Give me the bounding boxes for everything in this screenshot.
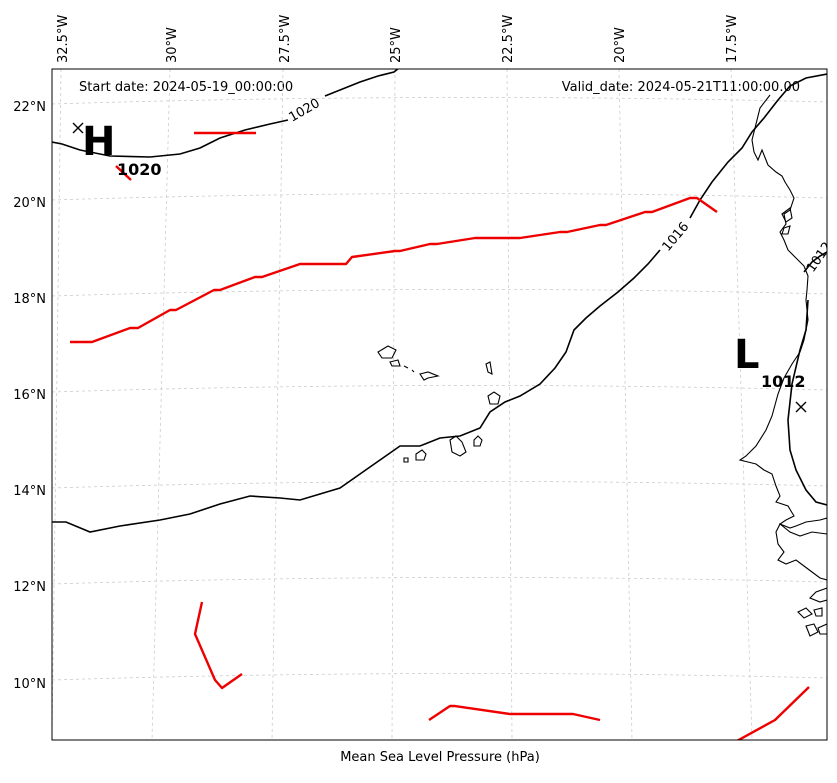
grid-line-lon [151, 69, 171, 740]
high-pressure-symbol: H [82, 119, 115, 165]
lon-label: 30°W [165, 27, 180, 63]
isobar-label: 1016 [660, 220, 693, 255]
grid-line-lon [506, 69, 513, 740]
front-line [70, 196, 718, 344]
lat-label: 14°N [13, 484, 46, 499]
lon-label: 27.5°W [278, 15, 293, 63]
lon-label: 25°W [389, 27, 404, 63]
low-pressure-value: 1012 [761, 372, 806, 391]
cape-verde-islands [377, 345, 501, 463]
grid-line-lat [52, 289, 827, 297]
front-line [193, 601, 243, 690]
map-caption: Mean Sea Level Pressure (hPa) [340, 750, 540, 765]
grid-line-lon [52, 69, 62, 740]
valid-date-label: Valid_date: 2024-05-21T11:00:00.00 [562, 80, 800, 95]
grid-line-lon [271, 69, 284, 740]
isobar-line [324, 69, 400, 97]
low-pressure-symbol: L [734, 332, 760, 378]
high-center-marker [72, 122, 84, 134]
latitude-labels: 22°N 20°N 18°N 16°N 14°N 12°N 10°N [13, 100, 46, 692]
isobar-label: 1020 [287, 96, 323, 126]
front-line [736, 686, 810, 740]
grid-line-lon [391, 69, 396, 740]
lat-label: 22°N [13, 100, 46, 115]
longitude-labels: 32.5°W 30°W 27.5°W 25°W 22.5°W 20°W 17.5… [56, 15, 740, 63]
coastline-africa [775, 523, 827, 581]
grid-line-lat [52, 193, 827, 201]
lon-label: 32.5°W [56, 15, 71, 63]
lon-label: 17.5°W [725, 15, 740, 63]
canary-island [781, 207, 793, 235]
lat-label: 12°N [13, 580, 46, 595]
isobar-line [803, 251, 827, 273]
isobar-line [787, 299, 827, 506]
grid-line-lat [52, 673, 827, 681]
grid-line-lon [730, 69, 753, 740]
grid-line-lat [52, 481, 827, 489]
isobar-line [689, 73, 827, 219]
isobar-label: 1012 [804, 240, 835, 276]
start-date-label: Start date: 2024-05-19_00:00:00 [79, 80, 293, 95]
lat-label: 10°N [13, 677, 46, 692]
graticule [52, 69, 827, 740]
lon-label: 22.5°W [501, 15, 516, 63]
high-pressure-value: 1020 [117, 160, 162, 179]
isobar-line [52, 119, 289, 158]
isobar-line [52, 249, 661, 533]
grid-line-lat [52, 97, 827, 105]
lat-label: 16°N [13, 388, 46, 403]
lat-label: 18°N [13, 292, 46, 307]
map-frame [51, 68, 828, 741]
grid-line-lon [618, 69, 633, 740]
lon-label: 20°W [613, 27, 628, 63]
front-line [115, 165, 132, 181]
coastline-africa [809, 587, 827, 603]
grid-line-lat [52, 385, 827, 393]
lat-label: 20°N [13, 196, 46, 211]
front-line [428, 704, 601, 722]
coastline-africa [738, 94, 827, 529]
low-center-marker [795, 401, 807, 413]
grid-line-lat [52, 577, 827, 585]
coastline-africa [797, 607, 827, 637]
